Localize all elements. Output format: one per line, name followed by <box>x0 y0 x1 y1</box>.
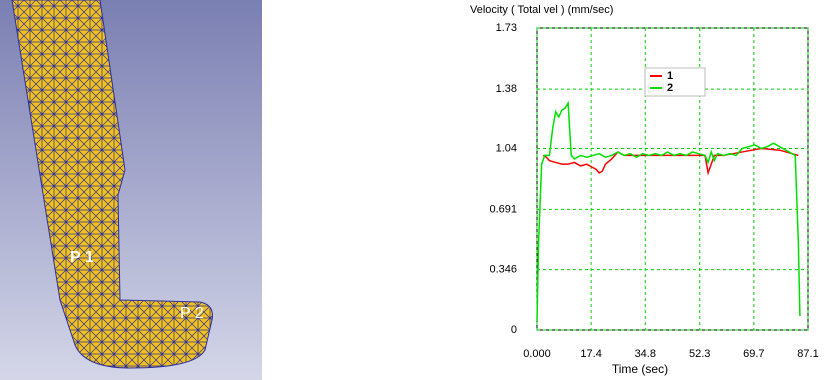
y-tick-label: 1.04 <box>496 142 517 154</box>
y-tick-label: 1.73 <box>496 22 517 34</box>
x-tick-label: 17.4 <box>580 348 601 360</box>
x-tick-label: 34.8 <box>635 348 656 360</box>
x-tick-label: 69.7 <box>743 348 764 360</box>
page: P 1 P 2 Velocity ( Total vel ) (mm/sec) … <box>0 0 825 380</box>
legend-label: 2 <box>667 82 673 94</box>
probe-label: P 1 <box>70 249 94 266</box>
legend-box <box>645 68 705 96</box>
x-tick-label: 87.1 <box>797 348 818 360</box>
legend-label: 1 <box>667 70 673 82</box>
x-axis-label: Time (sec) <box>612 362 668 376</box>
x-tick-label: 52.3 <box>689 348 710 360</box>
x-tick-label: 0.000 <box>523 348 551 360</box>
y-tick-label: 0.346 <box>489 264 517 276</box>
y-tick-label: 0 <box>511 324 517 336</box>
chart-title: Velocity ( Total vel ) (mm/sec) <box>470 4 613 16</box>
y-tick-label: 1.38 <box>496 83 517 95</box>
probe-label: P 2 <box>180 305 204 322</box>
y-tick-label: 0.691 <box>489 203 517 215</box>
